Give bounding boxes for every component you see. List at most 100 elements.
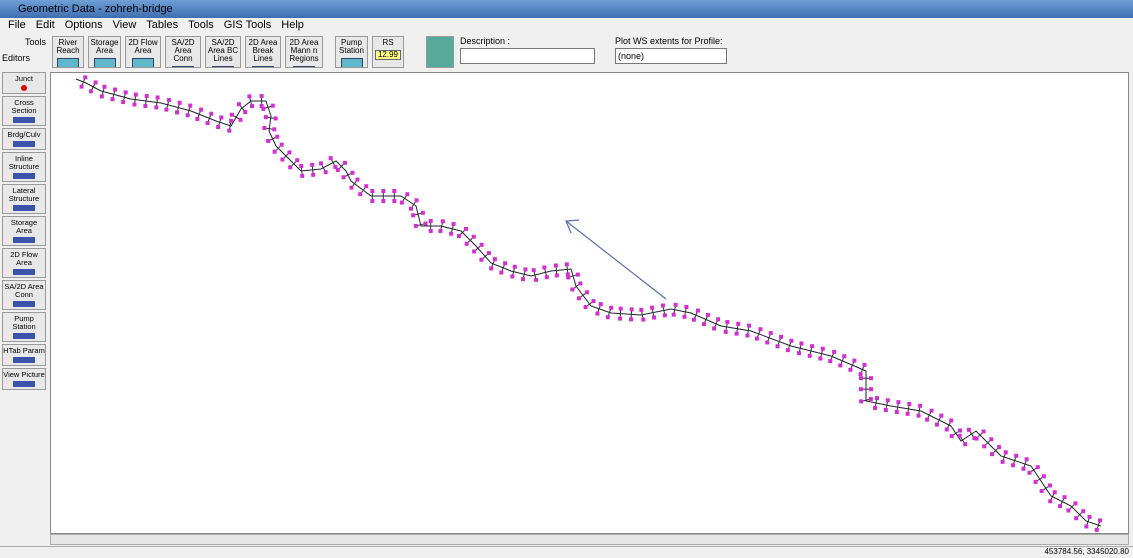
bank-point: [734, 331, 739, 336]
bank-point: [618, 316, 623, 321]
bank-point: [641, 317, 646, 322]
menu-item[interactable]: GIS Tools: [223, 19, 272, 31]
bank-point: [868, 397, 873, 402]
bank-point: [949, 418, 954, 423]
bank-point: [1058, 504, 1063, 509]
bank-point: [463, 226, 468, 231]
bank-point: [275, 134, 280, 139]
button-label: 2D Flow Area: [128, 38, 158, 55]
menu-item[interactable]: File: [8, 19, 26, 31]
bank-point: [584, 290, 589, 295]
bank-point: [113, 87, 118, 92]
bank-point: [428, 219, 433, 223]
bank-point: [261, 106, 266, 111]
bank-point: [858, 372, 863, 377]
menu-item[interactable]: Tables: [146, 19, 179, 31]
button-label: 2D Area Break Lines: [248, 38, 278, 63]
bank-point: [565, 272, 570, 277]
bank-point: [852, 358, 857, 363]
bank-point: [88, 89, 93, 94]
bank-point: [747, 323, 752, 328]
bank-point: [848, 367, 853, 372]
bank-point: [195, 116, 200, 121]
bank-point: [820, 346, 825, 351]
editor-button[interactable]: Junct: [2, 72, 46, 94]
tool-button[interactable]: Storage Area: [88, 36, 121, 68]
editor-button[interactable]: 2D Flow Area: [2, 248, 46, 278]
bank-point: [779, 334, 784, 339]
bank-point: [1000, 459, 1005, 464]
tool-button[interactable]: 2D Area Break Lines: [245, 36, 281, 68]
bank-point: [684, 304, 689, 309]
menu-item[interactable]: Tools: [188, 19, 214, 31]
bank-point: [1027, 470, 1032, 475]
tool-button[interactable]: SA/2D Area Conn: [165, 36, 201, 68]
tool-button[interactable]: River Reach: [52, 36, 84, 68]
bank-point: [229, 118, 234, 123]
editor-button[interactable]: View Picture: [2, 368, 46, 390]
bank-point: [428, 229, 433, 233]
tool-button[interactable]: Pump Station: [335, 36, 368, 68]
bank-point: [247, 94, 252, 99]
bank-point: [576, 296, 581, 301]
editor-button[interactable]: Cross Section: [2, 96, 46, 126]
flow-arrow: [565, 220, 667, 300]
editor-label: Storage Area: [10, 218, 38, 235]
h-scrollbar[interactable]: [50, 534, 1129, 545]
menu-item[interactable]: Options: [64, 19, 103, 31]
editor-button[interactable]: Brdg/Culv: [2, 128, 46, 150]
bank-point: [1035, 465, 1040, 470]
menu-item[interactable]: View: [112, 19, 137, 31]
bank-point: [810, 344, 815, 349]
bank-point: [907, 401, 912, 406]
editor-icon: [13, 173, 35, 179]
editor-button[interactable]: Lateral Structure: [2, 184, 46, 214]
editor-button[interactable]: Pump Station: [2, 312, 46, 342]
bank-point: [102, 84, 107, 89]
menu-bar: File Edit Options View Tables Tools GIS Tools H…: [0, 18, 1133, 33]
bank-point: [564, 262, 569, 267]
title-bar: Geometric Data - zohreh-bridge: [0, 0, 1133, 18]
bank-point: [705, 312, 710, 317]
bank-point: [583, 305, 588, 310]
bank-point: [185, 113, 190, 118]
editor-button[interactable]: SA/2D Area Conn: [2, 280, 46, 310]
coordinates: 453784.56, 3345020.80: [1044, 547, 1129, 556]
bank-point: [472, 249, 477, 254]
bank-point: [205, 121, 210, 126]
tool-button[interactable]: 2D Area Mann n Regions: [285, 36, 323, 68]
bank-point: [818, 356, 823, 361]
bank-point: [266, 138, 271, 143]
editor-button[interactable]: Inline Structure: [2, 152, 46, 182]
bank-point: [682, 314, 687, 319]
bank-point: [982, 444, 987, 449]
bank-point: [1014, 453, 1019, 458]
bank-point: [1066, 508, 1071, 513]
bank-point: [413, 223, 418, 228]
tool-button[interactable]: SA/2D Area BC Lines: [205, 36, 241, 68]
tool-button[interactable]: 2D Flow Area: [125, 36, 161, 68]
bank-point: [164, 107, 169, 112]
bank-point: [1098, 518, 1103, 523]
profile-select[interactable]: (none): [615, 48, 727, 64]
bank-point: [598, 302, 603, 307]
menu-item[interactable]: Edit: [35, 19, 55, 31]
bank-point: [123, 90, 128, 95]
button-icon: [57, 58, 79, 67]
bank-point: [542, 265, 547, 270]
editor-button[interactable]: HTab Param: [2, 344, 46, 366]
bank-point: [531, 268, 536, 273]
gis-button[interactable]: [426, 36, 454, 68]
menu-item[interactable]: Help: [281, 19, 304, 31]
text: Editors: [2, 53, 31, 63]
bank-point: [662, 313, 667, 318]
bank-point: [420, 210, 425, 215]
bank-point: [521, 277, 526, 282]
bank-point: [775, 344, 780, 349]
bank-point: [1048, 499, 1053, 504]
editor-button[interactable]: Storage Area: [2, 216, 46, 246]
bank-point: [605, 315, 610, 320]
button-label: SA/2D Area Conn: [171, 38, 195, 63]
tool-button[interactable]: RS 12.99: [372, 36, 404, 68]
description-input[interactable]: [460, 48, 595, 64]
